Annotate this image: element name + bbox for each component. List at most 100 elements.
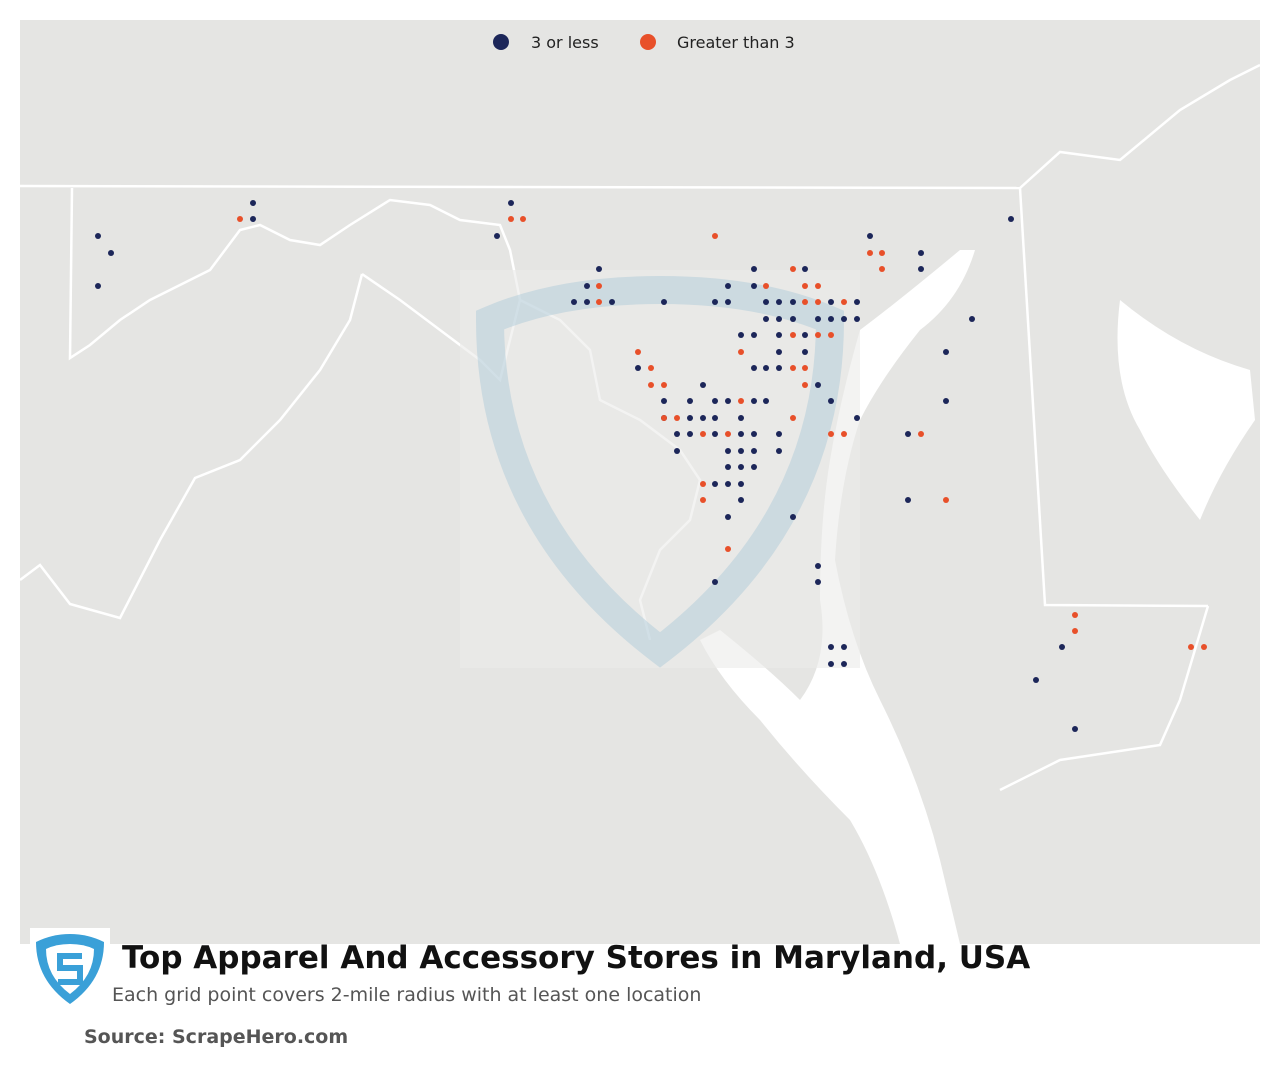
grid-point bbox=[725, 514, 731, 520]
grid-point bbox=[250, 200, 256, 206]
grid-point bbox=[700, 431, 706, 437]
grid-point bbox=[596, 283, 602, 289]
grid-point bbox=[700, 415, 706, 421]
grid-point bbox=[738, 332, 744, 338]
watermark-logo bbox=[475, 275, 845, 668]
grid-point bbox=[763, 316, 769, 322]
grid-point bbox=[725, 481, 731, 487]
grid-point bbox=[828, 398, 834, 404]
grid-point bbox=[237, 216, 243, 222]
grid-point bbox=[725, 398, 731, 404]
grid-point bbox=[674, 448, 680, 454]
grid-point bbox=[854, 299, 860, 305]
grid-point bbox=[790, 365, 796, 371]
grid-point bbox=[828, 299, 834, 305]
grid-point bbox=[790, 316, 796, 322]
grid-point bbox=[725, 299, 731, 305]
grid-point bbox=[596, 299, 602, 305]
grid-point bbox=[700, 481, 706, 487]
grid-point bbox=[815, 316, 821, 322]
grid-point bbox=[494, 233, 500, 239]
grid-point bbox=[738, 349, 744, 355]
grid-point bbox=[687, 431, 693, 437]
grid-point bbox=[661, 382, 667, 388]
grid-point bbox=[609, 299, 615, 305]
legend-marker bbox=[640, 34, 656, 50]
grid-point bbox=[751, 464, 757, 470]
grid-point bbox=[700, 382, 706, 388]
grid-point bbox=[790, 266, 796, 272]
grid-point bbox=[725, 283, 731, 289]
grid-point bbox=[108, 250, 114, 256]
grid-point bbox=[841, 431, 847, 437]
title: Top Apparel And Accessory Stores in Mary… bbox=[122, 940, 1030, 976]
logo bbox=[30, 928, 110, 1008]
grid-point bbox=[648, 365, 654, 371]
grid-point bbox=[802, 332, 808, 338]
grid-point bbox=[751, 398, 757, 404]
grid-point bbox=[918, 266, 924, 272]
grid-point bbox=[790, 514, 796, 520]
legend: 3 or less Greater than 3 bbox=[493, 33, 795, 52]
grid-point bbox=[815, 563, 821, 569]
grid-point bbox=[751, 431, 757, 437]
grid-point bbox=[712, 415, 718, 421]
grid-point bbox=[751, 332, 757, 338]
grid-point bbox=[751, 266, 757, 272]
grid-point bbox=[854, 415, 860, 421]
grid-point bbox=[1059, 644, 1065, 650]
grid-point bbox=[674, 431, 680, 437]
grid-point bbox=[725, 431, 731, 437]
grid-point bbox=[815, 382, 821, 388]
grid-point bbox=[250, 216, 256, 222]
grid-point bbox=[763, 398, 769, 404]
grid-point bbox=[751, 283, 757, 289]
grid-point bbox=[918, 250, 924, 256]
grid-point bbox=[712, 398, 718, 404]
grid-point bbox=[1072, 726, 1078, 732]
grid-point bbox=[687, 398, 693, 404]
grid-point bbox=[596, 266, 602, 272]
grid-point bbox=[802, 382, 808, 388]
grid-point bbox=[802, 299, 808, 305]
grid-point bbox=[867, 233, 873, 239]
grid-point bbox=[943, 349, 949, 355]
grid-point bbox=[763, 365, 769, 371]
subtitle: Each grid point covers 2-mile radius wit… bbox=[112, 984, 701, 1006]
grid-point bbox=[661, 299, 667, 305]
grid-point bbox=[95, 233, 101, 239]
grid-point bbox=[738, 431, 744, 437]
legend-label: Greater than 3 bbox=[677, 33, 795, 52]
grid-point bbox=[841, 299, 847, 305]
grid-point bbox=[508, 200, 514, 206]
grid-point bbox=[790, 299, 796, 305]
grid-point bbox=[712, 579, 718, 585]
grid-point bbox=[738, 481, 744, 487]
grid-point bbox=[841, 316, 847, 322]
grid-point bbox=[738, 398, 744, 404]
grid-point bbox=[674, 415, 680, 421]
grid-point bbox=[815, 283, 821, 289]
grid-point bbox=[828, 644, 834, 650]
grid-point bbox=[776, 365, 782, 371]
grid-point bbox=[738, 464, 744, 470]
grid-point bbox=[776, 332, 782, 338]
grid-point bbox=[828, 316, 834, 322]
grid-point bbox=[712, 233, 718, 239]
grid-point bbox=[584, 283, 590, 289]
grid-point bbox=[95, 283, 101, 289]
grid-point bbox=[776, 299, 782, 305]
grid-point bbox=[751, 448, 757, 454]
grid-point bbox=[879, 250, 885, 256]
grid-point bbox=[1008, 216, 1014, 222]
grid-point bbox=[815, 332, 821, 338]
grid-point bbox=[635, 349, 641, 355]
grid-point bbox=[712, 299, 718, 305]
grid-point bbox=[943, 497, 949, 503]
grid-point bbox=[943, 398, 949, 404]
grid-point bbox=[776, 448, 782, 454]
grid-point bbox=[776, 431, 782, 437]
grid-point bbox=[815, 579, 821, 585]
legend-label: 3 or less bbox=[531, 33, 599, 52]
